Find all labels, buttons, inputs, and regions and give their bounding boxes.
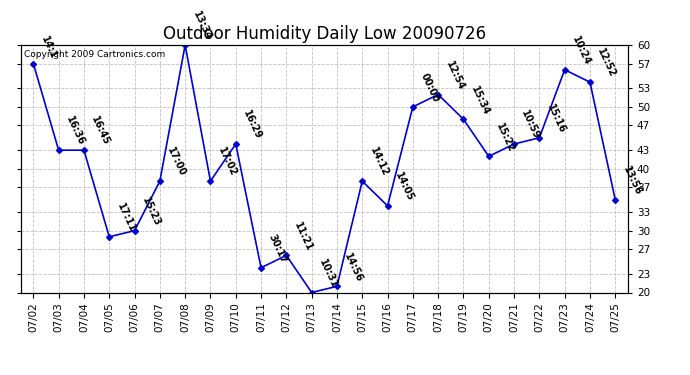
Text: 13:56: 13:56: [621, 165, 643, 197]
Text: 16:36: 16:36: [64, 115, 86, 147]
Text: 10:59: 10:59: [520, 109, 542, 141]
Title: Outdoor Humidity Daily Low 20090726: Outdoor Humidity Daily Low 20090726: [163, 26, 486, 44]
Text: 15:22: 15:22: [494, 121, 517, 154]
Text: 14:12: 14:12: [368, 146, 390, 178]
Text: Copyright 2009 Cartronics.com: Copyright 2009 Cartronics.com: [23, 50, 165, 59]
Text: 15:16: 15:16: [545, 103, 567, 135]
Text: 15:34: 15:34: [469, 84, 491, 117]
Text: 14:1: 14:1: [39, 34, 58, 61]
Text: 12:54: 12:54: [444, 59, 466, 92]
Text: 17:11: 17:11: [115, 202, 137, 234]
Text: 16:45: 16:45: [90, 115, 112, 147]
Text: 17:02: 17:02: [216, 146, 238, 178]
Text: 17:00: 17:00: [166, 146, 188, 178]
Text: 16:29: 16:29: [241, 109, 264, 141]
Text: 14:56: 14:56: [342, 251, 365, 284]
Text: 30:17: 30:17: [266, 232, 289, 265]
Text: 14:05: 14:05: [393, 171, 415, 203]
Text: 13:34: 13:34: [190, 10, 213, 42]
Text: 12:52: 12:52: [595, 47, 618, 80]
Text: 15:23: 15:23: [140, 195, 162, 228]
Text: 11:21: 11:21: [292, 220, 314, 253]
Text: 00:00: 00:00: [418, 72, 441, 104]
Text: 10:31: 10:31: [317, 257, 339, 290]
Text: 10:24: 10:24: [570, 34, 593, 67]
